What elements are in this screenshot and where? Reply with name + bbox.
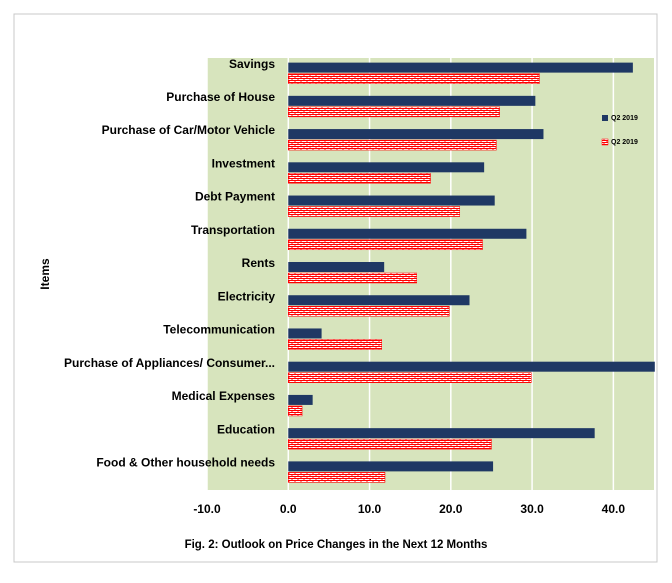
bar [288,438,492,450]
y-tick-label: Medical Expenses [172,389,276,403]
x-tick-label: 40.0 [602,502,626,516]
x-tick-label: 20.0 [439,502,463,516]
y-tick-label: Savings [229,57,275,71]
caption: Fig. 2: Outlook on Price Changes in the … [185,539,488,551]
bar [288,239,483,251]
bar [288,272,417,284]
bar [288,139,497,151]
bar [288,173,431,184]
legend-label: Q2 2019 [611,115,638,122]
y-tick-label: Telecommunication [163,323,275,337]
y-tick-label: Electricity [218,289,276,303]
legend-label: Q2 2019 [611,139,638,146]
y-tick-label: Investment [212,156,275,170]
x-tick-label: -10.0 [193,502,221,516]
bar [288,472,386,483]
y-tick-label: Food & Other household needs [96,456,275,470]
bar [288,295,470,306]
bar [288,339,382,350]
bar [288,206,461,217]
bar [288,305,450,317]
x-tick-label: 30.0 [520,502,544,516]
y-axis-label: Items [38,258,52,290]
bar [288,361,655,372]
y-tick-label: Purchase of House [166,90,275,104]
bar [288,228,527,239]
bar [288,73,540,84]
bar [288,262,385,272]
y-tick-label: Purchase of Car/Motor Vehicle [102,123,276,137]
bar [288,162,485,173]
y-tick-label: Purchase of Appliances/ Consumer... [64,356,275,370]
y-tick-label: Education [217,422,275,436]
bar [288,62,633,73]
bar [288,129,544,140]
bar [288,394,313,405]
bar [288,461,494,472]
bar [288,372,532,383]
y-tick-label: Debt Payment [195,190,275,204]
bar [288,328,322,339]
y-tick-label: Transportation [191,223,275,237]
legend-swatch [602,115,608,121]
bar [288,428,595,439]
x-tick-label: 0.0 [280,502,297,516]
y-tick-label: Rents [242,256,276,270]
legend-swatch [601,138,609,146]
x-tick-label: 10.0 [358,502,382,516]
bar [288,95,536,106]
bar [288,106,500,118]
bar [288,195,495,206]
figure-border [13,13,658,563]
bar [288,405,303,417]
